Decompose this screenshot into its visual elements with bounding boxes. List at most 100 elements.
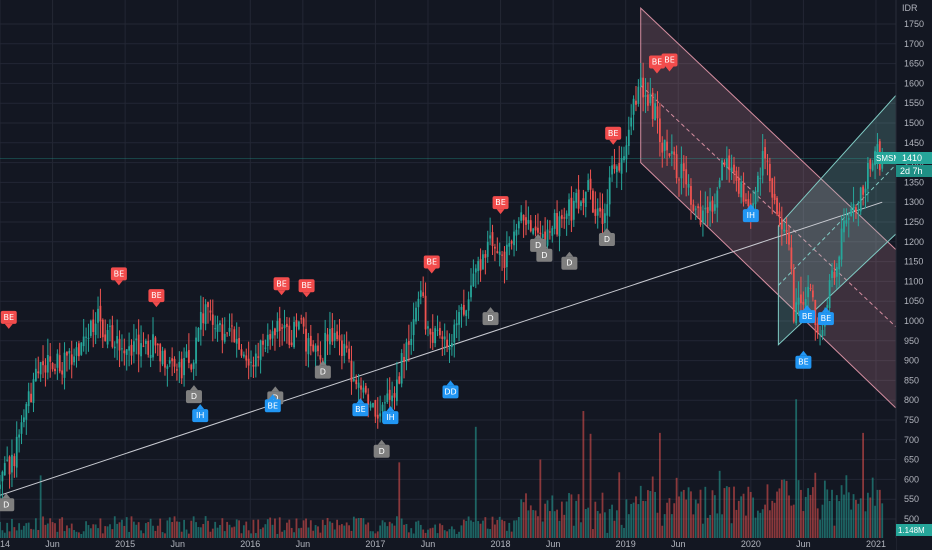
- marker-label: BE: [495, 198, 506, 207]
- candle-body: [199, 311, 202, 330]
- volume-bar: [742, 493, 745, 538]
- volume-bar: [737, 500, 740, 538]
- volume-bar: [620, 524, 623, 538]
- volume-bar: [577, 494, 580, 538]
- volume-bar: [658, 432, 661, 538]
- candle-body: [592, 190, 594, 213]
- candle-body: [649, 93, 652, 103]
- volume-bar: [97, 528, 99, 538]
- volume-bar: [410, 528, 413, 538]
- candle-body: [768, 163, 771, 182]
- candle-body: [544, 231, 547, 245]
- candle-body: [398, 376, 401, 384]
- price-axis[interactable]: IDR 175017001650160015501500145014001350…: [895, 0, 932, 550]
- volume-bar: [121, 519, 123, 538]
- last-price: 1410: [902, 153, 922, 163]
- volume-bar: [635, 496, 637, 538]
- candle-body: [498, 251, 501, 255]
- marker-pointer: [427, 268, 436, 274]
- candle-body: [496, 251, 499, 254]
- volume-bar: [587, 507, 590, 538]
- candle-body: [113, 346, 116, 349]
- volume-bar: [740, 496, 743, 538]
- candle-body: [711, 200, 714, 212]
- candle-body: [264, 347, 267, 349]
- candle-body: [429, 328, 432, 335]
- candle-body: [326, 334, 329, 342]
- candle-body: [290, 342, 293, 346]
- marker-bg: [442, 385, 459, 399]
- volume-bar: [372, 531, 374, 538]
- candle-body: [254, 353, 257, 367]
- marker-label: BE: [276, 279, 287, 288]
- volume-bar: [871, 477, 874, 538]
- candle-body: [89, 320, 92, 336]
- volume-label: 1.148M: [898, 526, 925, 535]
- candle-body: [565, 213, 568, 219]
- candle-body: [845, 220, 848, 224]
- volume-bar: [364, 524, 367, 538]
- y-tick-label: 1200: [904, 237, 924, 247]
- candle-body: [792, 269, 795, 322]
- volume-bar: [374, 533, 377, 538]
- marker-pointer: [803, 305, 812, 311]
- marker-bg: [648, 55, 665, 69]
- volume-bar: [274, 518, 276, 538]
- y-tick-label: 700: [904, 435, 919, 445]
- volume-bar: [231, 527, 233, 538]
- candle-body: [713, 204, 716, 211]
- candle-body: [369, 403, 372, 408]
- candle-body: [3, 463, 6, 476]
- candle-body: [245, 355, 248, 361]
- pattern-marker: D: [185, 385, 202, 404]
- support-trendline: [0, 201, 883, 496]
- candle-body: [247, 358, 250, 366]
- volume-bar: [852, 494, 855, 538]
- marker-pointer: [534, 233, 543, 239]
- candle-body: [472, 273, 475, 287]
- marker-bg: [352, 403, 369, 417]
- volume-bar: [549, 511, 551, 538]
- candle-body: [228, 327, 231, 332]
- volume-bar: [723, 488, 726, 538]
- candle-body: [293, 321, 295, 348]
- candle-body: [840, 228, 843, 260]
- volume-bar: [3, 532, 6, 538]
- marker-label: D: [604, 235, 610, 244]
- volume-bar: [470, 520, 472, 538]
- volume-bar: [819, 519, 821, 538]
- volume-bar: [874, 505, 876, 538]
- volume-bar: [152, 525, 154, 538]
- volume-bar: [713, 495, 716, 538]
- volume-bar: [443, 530, 446, 538]
- marker-pointer: [268, 394, 277, 400]
- time-axis[interactable]: 2014 Jun 2015 Jun 2016 Jun 2017 Jun 2018 Jun 2019 J…: [0, 538, 896, 550]
- candle-body: [560, 215, 563, 219]
- volume-bar: [132, 521, 135, 538]
- volume-bar: [642, 500, 645, 538]
- volume-bar: [1, 530, 4, 538]
- volume-bar: [34, 518, 37, 538]
- volume-bar: [441, 525, 444, 538]
- candle-body: [558, 216, 561, 237]
- marker-bg: [661, 53, 678, 67]
- candle-body: [352, 379, 355, 381]
- volume-bar: [570, 494, 573, 538]
- candle-body: [859, 187, 862, 212]
- volume-bar: [123, 525, 126, 538]
- volume-bar: [111, 529, 114, 538]
- volume-bar: [140, 530, 142, 538]
- marker-pointer: [746, 204, 755, 210]
- candle-body: [517, 221, 520, 229]
- candle-body: [63, 352, 66, 378]
- candle-body: [866, 162, 869, 189]
- candle-body: [278, 318, 281, 332]
- volume-bar: [864, 511, 867, 538]
- volume-bar: [826, 489, 829, 538]
- y-tick-label: 1150: [904, 257, 923, 267]
- candle-body: [283, 325, 286, 329]
- candle-body: [152, 334, 154, 358]
- marker-label: IH: [747, 211, 755, 220]
